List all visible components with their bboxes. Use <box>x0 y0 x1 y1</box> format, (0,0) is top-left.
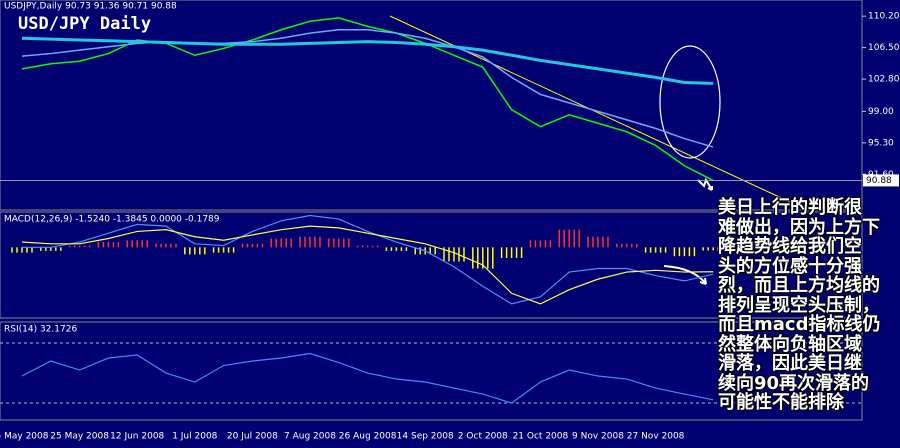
annotation-line: 排列呈现空头压制， <box>718 294 880 316</box>
annotation-line: 而且macd指标线仍 <box>718 314 881 335</box>
y-tick-label: 95.30 <box>868 138 894 148</box>
series-line <box>21 36 714 85</box>
annotation-line: 续向90再次滑落的 <box>718 372 870 394</box>
series-line <box>22 214 714 305</box>
series-line <box>21 225 714 305</box>
rsi-title: RSI(14) 32.1726 <box>4 325 77 335</box>
series-line <box>21 17 714 182</box>
series-line <box>21 352 714 404</box>
x-tick-label: 26 Aug 2008 <box>339 432 397 442</box>
x-tick-label: 14 Sep 2008 <box>397 432 454 442</box>
series-line <box>21 29 714 148</box>
annotation-line: 烈，而且上方均线的 <box>718 275 880 296</box>
x-tick-label: 7 Aug 2008 <box>284 432 336 442</box>
macd-title: MACD(12,26,9) -1.5240 -1.3845 0.0000 -0.… <box>4 215 220 225</box>
x-tick-label: 5 May 2008 <box>0 432 49 442</box>
x-tick-label: 25 May 2008 <box>50 432 109 442</box>
annotation: 美日上行的判断很 难做出，因为上方下 降趋势线给我们空 头的方位感十分强 烈，而且上方均… <box>718 198 898 413</box>
x-tick-label: 12 Jun 2008 <box>110 432 164 442</box>
highlight-ellipse <box>659 45 721 159</box>
x-tick-label: 27 Nov 2008 <box>627 432 685 442</box>
x-tick-label: 2 Oct 2008 <box>458 432 508 442</box>
arrow <box>697 177 713 191</box>
y-tick-label: 106.50 <box>868 43 900 53</box>
annotation-line: 美日上行的判断很 <box>718 197 862 218</box>
last-price-label: 90.88 <box>866 176 892 186</box>
annotation-line: 滑落，因此美日继 <box>718 353 862 374</box>
chart-subtitle: USD/JPY Daily <box>18 14 151 34</box>
annotation-line: 难做出，因为上方下 <box>718 216 880 238</box>
x-tick-label: 20 Jul 2008 <box>227 432 278 442</box>
y-tick-label: 102.80 <box>868 75 900 85</box>
y-tick-label: 99.00 <box>868 107 894 117</box>
annotation-line: 可能性不能排除 <box>718 392 844 413</box>
chart-title: USDJPY,Daily 90.73 91.36 90.71 90.88 <box>4 2 177 12</box>
annotation-line: 降趋势线给我们空 <box>718 236 862 257</box>
x-tick-label: 21 Oct 2008 <box>513 432 569 442</box>
last-price-box <box>863 174 899 187</box>
x-tick-label: 9 Nov 2008 <box>572 432 624 442</box>
annotation-line: 然整体向负轴区域 <box>718 333 862 355</box>
y-tick-label: 110.20 <box>868 12 900 22</box>
annotation-line: 头的方位感十分强 <box>718 255 862 277</box>
x-tick-label: 1 Jul 2008 <box>172 432 217 442</box>
rsi-panel <box>0 321 863 421</box>
macd-panel <box>0 211 863 319</box>
